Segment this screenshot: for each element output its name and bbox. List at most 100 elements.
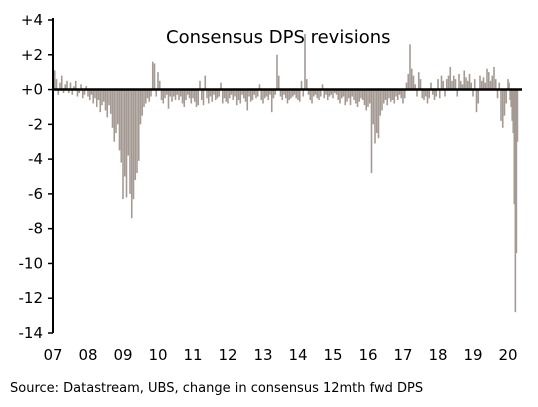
data-bar xyxy=(421,89,424,99)
data-bar xyxy=(190,89,193,104)
data-bar xyxy=(102,89,105,102)
data-bar xyxy=(513,89,516,205)
data-bar xyxy=(487,72,490,90)
data-bar xyxy=(451,80,453,90)
data-bar xyxy=(185,89,187,100)
data-bar xyxy=(244,89,247,102)
data-bar xyxy=(354,89,357,104)
data-bar xyxy=(176,89,179,95)
data-bar xyxy=(228,89,231,99)
data-bar xyxy=(234,89,236,97)
data-bar xyxy=(298,89,301,102)
data-bar xyxy=(199,80,201,90)
y-tick-label: -8 xyxy=(28,220,43,238)
data-bar xyxy=(248,89,250,97)
data-bar xyxy=(328,89,331,97)
data-bar xyxy=(445,79,448,90)
data-bar xyxy=(344,89,347,106)
data-bar xyxy=(132,89,135,200)
data-bar xyxy=(346,89,348,102)
data-bar xyxy=(270,89,273,113)
data-bar xyxy=(489,80,492,90)
data-bar xyxy=(494,79,497,90)
data-bar xyxy=(442,80,445,90)
data-bar xyxy=(53,70,56,90)
bars-group xyxy=(53,33,519,313)
data-bar xyxy=(67,89,70,94)
data-bar xyxy=(407,73,410,90)
data-bar xyxy=(468,73,471,90)
data-bar xyxy=(290,89,292,99)
data-bar xyxy=(510,89,512,107)
data-bar xyxy=(312,89,315,97)
data-bar xyxy=(83,89,86,95)
data-bar xyxy=(465,77,467,90)
data-bar xyxy=(516,89,519,142)
data-bar xyxy=(286,89,289,104)
axes-group: +4 +2 +0 -2 -4 -6 -8 -10 -12 -14 07 08 09 10 11 12 13 14 1… xyxy=(19,11,522,364)
data-bar xyxy=(230,89,233,95)
data-bar xyxy=(501,89,504,128)
data-bar xyxy=(403,89,406,99)
data-bar xyxy=(181,89,184,104)
data-bar xyxy=(130,89,133,219)
data-bar xyxy=(144,89,147,104)
data-bar xyxy=(340,89,343,99)
data-bar xyxy=(59,82,61,90)
data-bar xyxy=(281,89,284,100)
data-bar xyxy=(106,89,109,118)
data-bar xyxy=(276,54,278,90)
data-bar xyxy=(486,68,488,90)
x-tick-label: 08 xyxy=(78,346,97,364)
data-bar xyxy=(402,89,404,104)
data-bar xyxy=(293,89,296,95)
data-bar xyxy=(305,79,308,90)
data-bar xyxy=(426,89,429,104)
data-bar xyxy=(472,89,474,97)
data-bar xyxy=(223,89,226,99)
data-bar xyxy=(227,89,229,104)
data-bar xyxy=(493,66,495,90)
data-bar xyxy=(113,89,116,142)
data-bar xyxy=(332,89,334,99)
data-bar xyxy=(274,89,277,95)
x-tick-label: 07 xyxy=(43,346,62,364)
data-bar xyxy=(207,89,210,104)
data-bar xyxy=(183,89,186,107)
data-bar xyxy=(235,89,238,106)
data-bar xyxy=(218,89,221,97)
data-bar xyxy=(246,89,249,111)
data-bar xyxy=(80,84,82,90)
x-tick-label: 09 xyxy=(113,346,132,364)
data-bar xyxy=(382,89,385,104)
data-bar xyxy=(375,89,378,134)
data-bar xyxy=(137,89,140,161)
data-bar xyxy=(60,75,63,90)
data-bar xyxy=(206,89,208,99)
data-bar xyxy=(64,84,67,90)
data-bar xyxy=(428,89,431,99)
data-bar xyxy=(76,89,79,97)
y-tick-label: -4 xyxy=(28,150,43,168)
data-bar xyxy=(437,79,439,90)
data-bar xyxy=(500,89,502,121)
data-bar xyxy=(122,89,124,200)
data-bar xyxy=(232,89,235,100)
data-bar xyxy=(456,89,459,97)
data-bar xyxy=(414,84,417,90)
data-bar xyxy=(470,82,473,90)
data-bar xyxy=(342,89,345,97)
data-bar xyxy=(438,89,441,99)
data-bar xyxy=(454,79,457,90)
data-bar xyxy=(94,89,96,99)
data-bar xyxy=(458,73,460,90)
data-bar xyxy=(74,80,77,90)
data-bar xyxy=(356,89,359,107)
data-bar xyxy=(116,89,119,125)
data-bar xyxy=(148,89,151,102)
data-bar xyxy=(258,84,261,90)
data-bar xyxy=(241,89,243,95)
data-bar xyxy=(479,75,481,90)
data-bar xyxy=(249,89,252,102)
data-bar xyxy=(302,89,305,97)
